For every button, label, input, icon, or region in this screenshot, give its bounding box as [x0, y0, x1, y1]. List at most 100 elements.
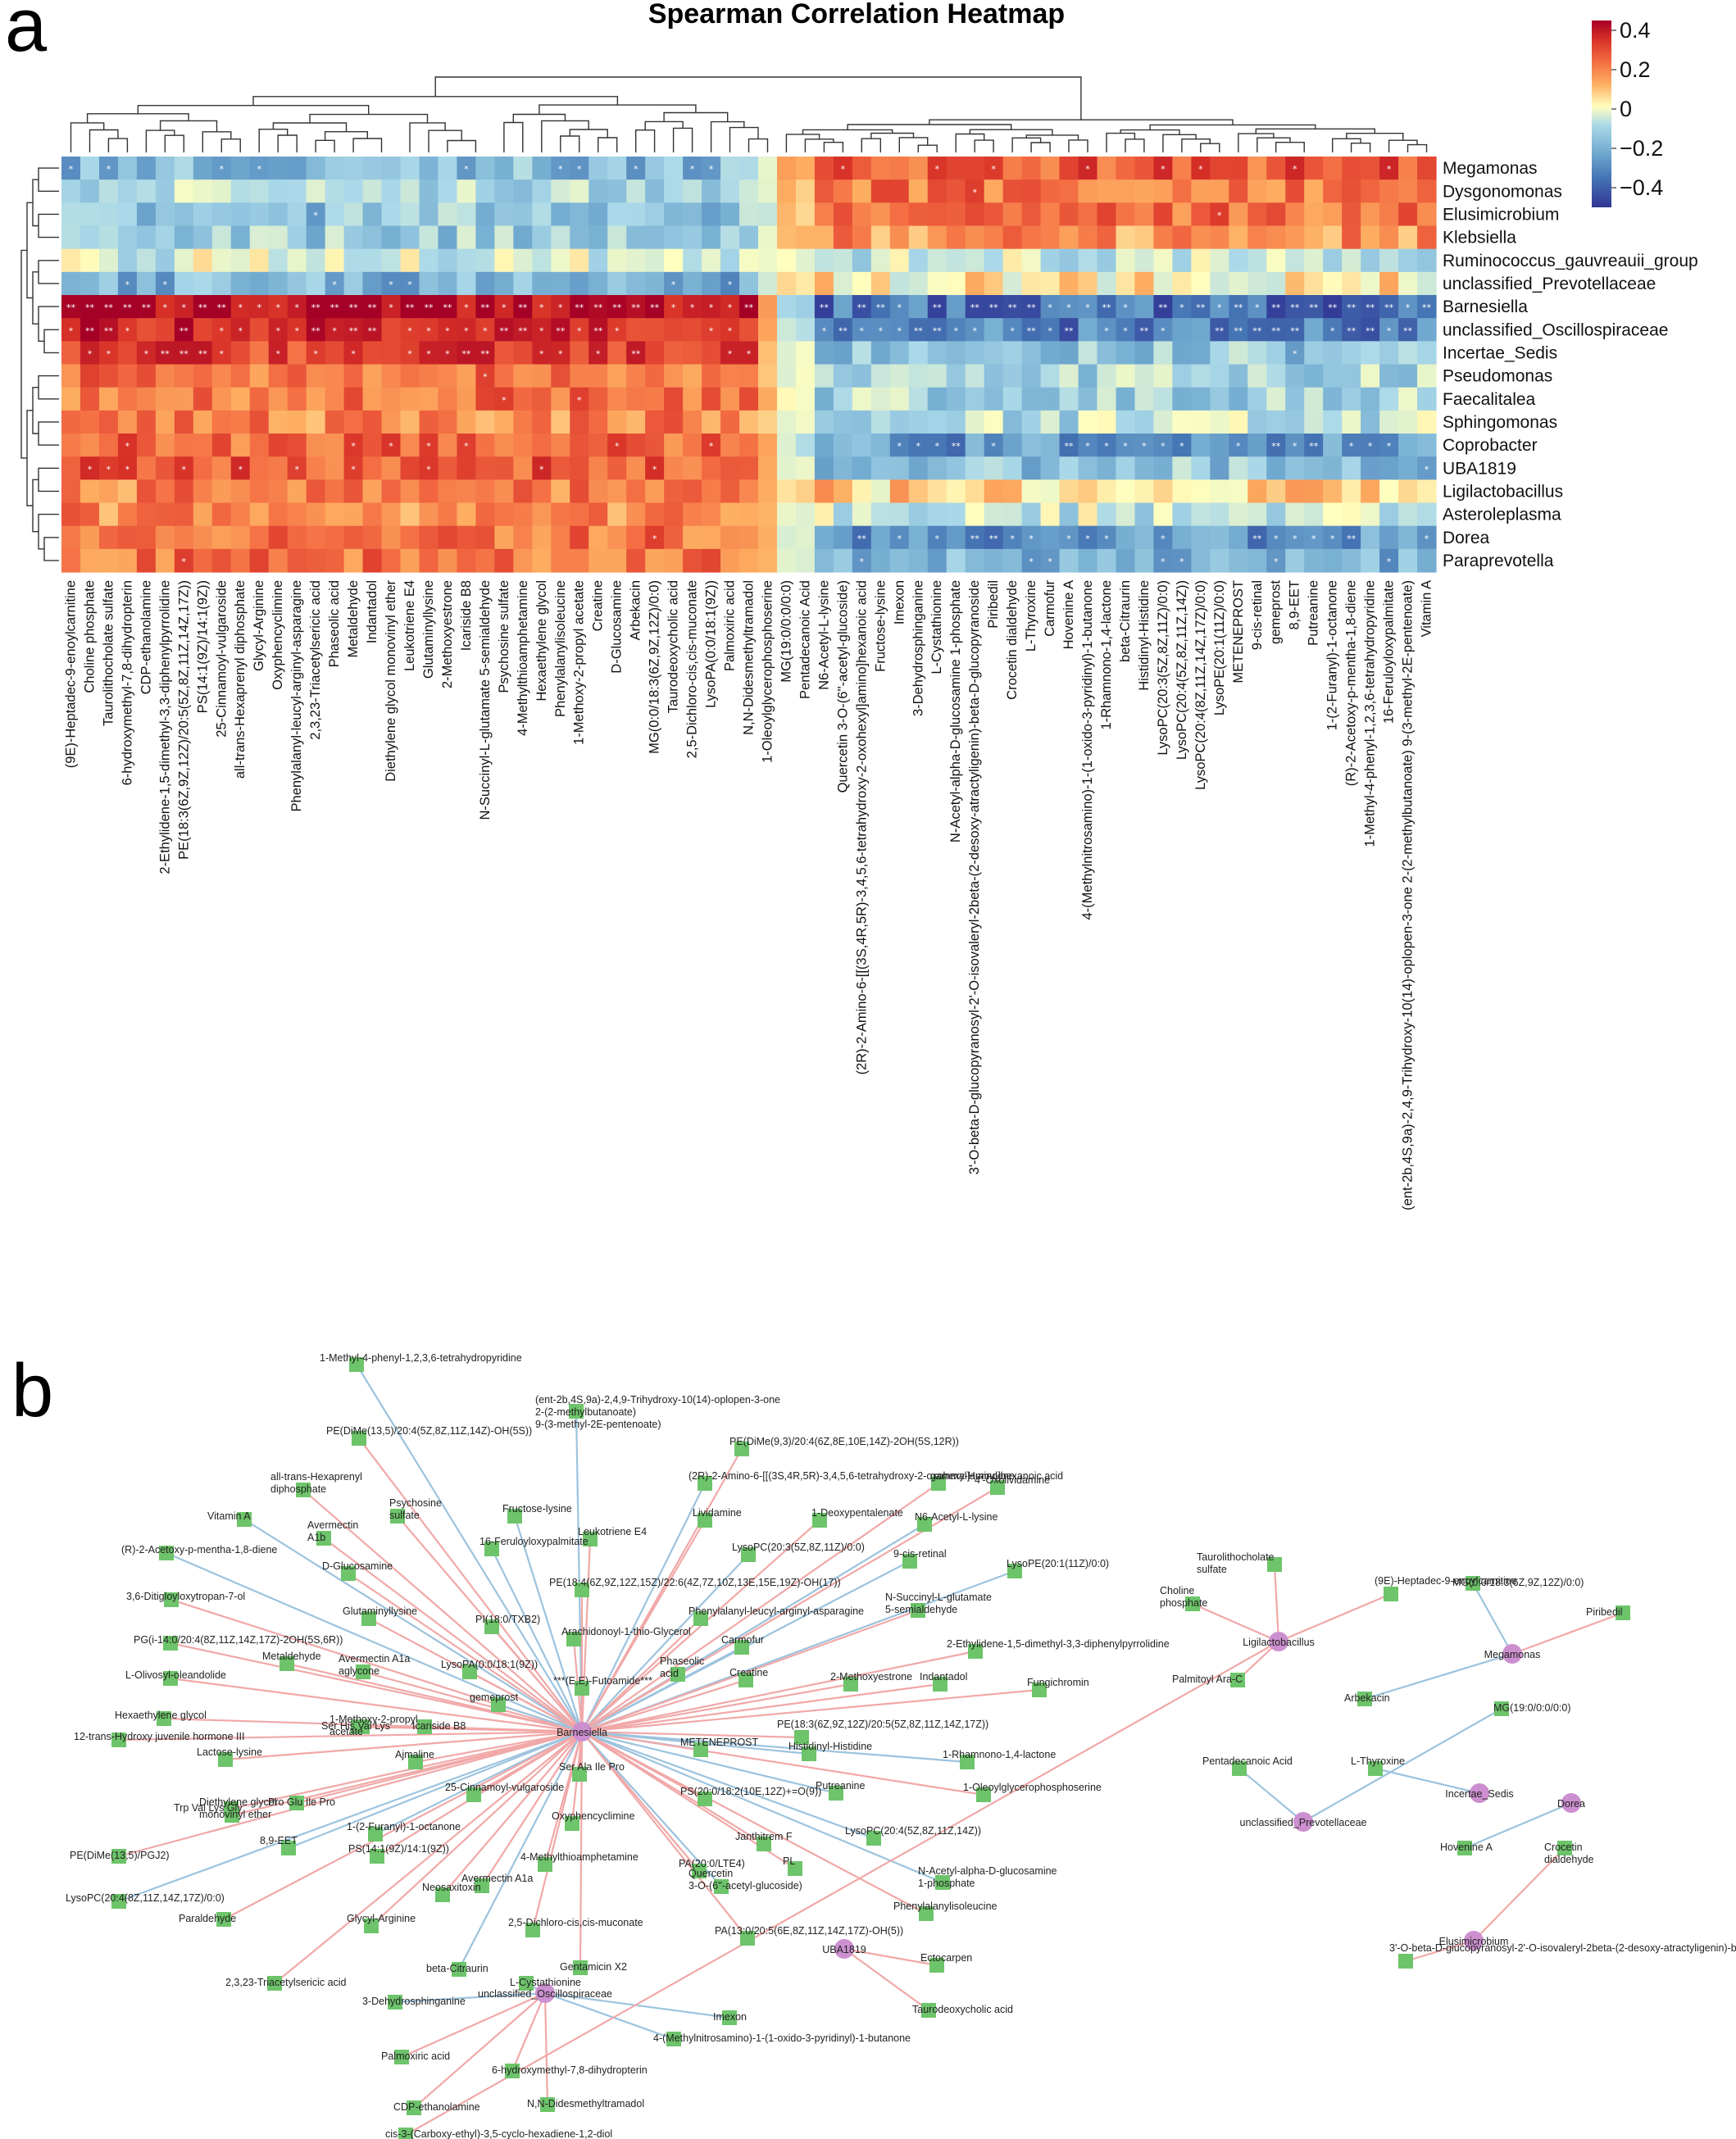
network-edge — [415, 1730, 583, 1764]
heatmap-cell — [80, 318, 100, 342]
metabolite-node — [714, 1879, 729, 1894]
heatmap-cell — [1210, 525, 1229, 550]
network-edge — [511, 1992, 547, 2072]
significance-mark: * — [1274, 534, 1279, 544]
heatmap-cell — [494, 318, 514, 342]
heatmap-cell — [1210, 295, 1229, 319]
significance-mark: * — [916, 441, 921, 452]
metabolite-label: Phenylalanyl-leucyl-arginyl-asparagine — [688, 1605, 864, 1617]
heatmap-cell — [457, 341, 476, 366]
heatmap-cell — [211, 548, 232, 573]
column-label: Carmofur — [1043, 579, 1057, 636]
heatmap-cell — [965, 248, 985, 273]
heatmap-cell — [325, 410, 345, 434]
heatmap-cell — [268, 364, 289, 388]
heatmap-cell — [325, 479, 345, 504]
heatmap-cell — [645, 502, 665, 527]
significance-mark: ** — [1403, 325, 1413, 336]
dendrogram-branch — [1332, 138, 1361, 152]
heatmap-cell — [1078, 548, 1098, 573]
heatmap-cell — [757, 548, 778, 573]
metabolite-label: CDP-ethanolamine — [393, 2101, 480, 2113]
column-label: 2,5-Dichloro-cis,cis-muconate — [685, 580, 700, 758]
heatmap-cell — [457, 387, 476, 411]
significance-mark: * — [163, 279, 168, 290]
significance-mark: * — [1085, 164, 1090, 175]
heatmap-cell — [551, 248, 570, 273]
heatmap-cell — [870, 387, 891, 411]
heatmap-cell — [532, 179, 552, 203]
heatmap-cell — [908, 410, 929, 434]
significance-mark: * — [426, 464, 431, 475]
heatmap-cell — [1417, 548, 1437, 573]
metabolite-label: Neosaxitoxin — [422, 1882, 481, 1893]
significance-mark: * — [690, 302, 695, 313]
heatmap-cell — [532, 525, 552, 550]
heatmap-cell — [306, 502, 326, 527]
heatmap-cell — [306, 202, 326, 227]
heatmap-cell — [1398, 525, 1418, 550]
heatmap-cell — [438, 248, 458, 273]
heatmap-cell — [984, 202, 1004, 227]
heatmap-cell — [589, 341, 608, 366]
heatmap-cell — [795, 548, 816, 573]
network-edge — [1375, 1767, 1480, 1795]
significance-mark: ** — [1065, 441, 1075, 452]
heatmap-cell — [795, 479, 816, 504]
network-edge — [1511, 1611, 1624, 1655]
significance-mark: * — [389, 302, 393, 313]
heatmap-cell — [1342, 248, 1361, 273]
heatmap-cell — [230, 364, 251, 388]
heatmap-cell — [249, 525, 270, 550]
heatmap-cell — [343, 525, 364, 550]
heatmap-cell — [908, 456, 929, 480]
heatmap-cell — [400, 179, 420, 203]
heatmap-cell — [1398, 225, 1418, 250]
heatmap-cell — [870, 202, 891, 227]
significance-mark: * — [1217, 210, 1222, 220]
heatmap-cell — [551, 318, 570, 342]
significance-mark: * — [88, 464, 93, 475]
network-edge — [581, 1609, 919, 1733]
heatmap-cell — [155, 434, 175, 457]
network-edge — [581, 1730, 875, 1840]
heatmap-cell — [1191, 341, 1211, 366]
dendrogram-branch — [137, 104, 370, 115]
heatmap-cell — [1134, 318, 1155, 342]
heatmap-cell — [984, 525, 1004, 550]
column-label: 1-Methoxy-2-propyl acetate — [572, 580, 587, 745]
heatmap-cell — [287, 157, 307, 180]
heatmap-cell — [1229, 271, 1248, 296]
heatmap-cell — [1229, 525, 1248, 550]
heatmap-cell — [1116, 341, 1136, 366]
metabolite-label: cis-3-(Carboxy-ethyl)-3,5-cyclo-hexadien… — [385, 2128, 612, 2139]
heatmap-cell — [664, 248, 684, 273]
dendrogram-branch — [644, 120, 684, 130]
heatmap-cell — [513, 295, 533, 319]
heatmap-cell — [80, 410, 100, 434]
significance-mark: * — [1029, 556, 1034, 567]
heatmap-cell — [513, 225, 533, 250]
significance-mark: ** — [123, 302, 133, 313]
heatmap-cell — [626, 271, 646, 296]
metabolite-node — [917, 1517, 932, 1532]
metabolite-node — [111, 1849, 126, 1864]
heatmap-cell — [1002, 387, 1023, 411]
significance-mark: * — [1104, 441, 1109, 452]
heatmap-cell — [607, 525, 627, 550]
significance-mark: * — [879, 325, 884, 336]
heatmap-cell — [1116, 271, 1136, 296]
significance-mark: * — [351, 464, 356, 475]
network-edge — [581, 1678, 747, 1733]
significance-mark: * — [1311, 534, 1316, 544]
column-label: (R)-2-Acetoxy-p-mentha-1,8-diene — [1344, 580, 1359, 786]
heatmap-cell — [1342, 157, 1361, 180]
heatmap-cell — [551, 479, 570, 504]
significance-mark: * — [275, 348, 280, 359]
heatmap-cell — [607, 248, 627, 273]
heatmap-cell — [1116, 318, 1136, 342]
heatmap-cell — [249, 502, 270, 527]
metabolite-label: PE(DiMe(9,3)/20:4(6Z,8E,10E,14Z)-2OH(5S,… — [729, 1436, 959, 1447]
heatmap-cell — [739, 548, 759, 573]
metabolite-node — [829, 1786, 843, 1801]
